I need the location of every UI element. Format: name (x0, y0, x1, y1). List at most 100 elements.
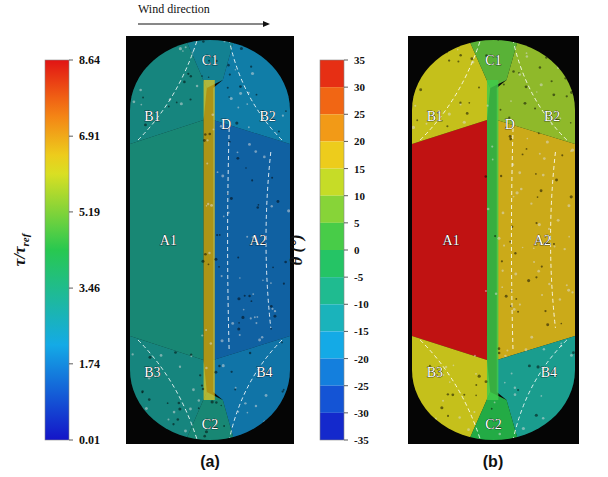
speckle (227, 87, 229, 89)
speckle (509, 138, 512, 141)
speckle (224, 40, 226, 42)
speckle (459, 54, 462, 57)
speckle (478, 375, 481, 378)
speckle (515, 191, 518, 194)
speckle (501, 260, 503, 262)
speckle (487, 105, 489, 107)
region-label: C1 (485, 53, 501, 68)
speckle (538, 223, 541, 226)
speckle (167, 402, 169, 404)
speckle (227, 64, 230, 67)
speckle (555, 178, 558, 181)
speckle (285, 110, 287, 112)
speckle (553, 243, 555, 245)
speckle (485, 175, 488, 178)
speckle (570, 91, 573, 94)
speckle (514, 393, 517, 396)
speckle (513, 196, 515, 198)
speckle (239, 85, 242, 88)
speckle (221, 339, 224, 342)
speckle (565, 70, 568, 73)
speckle (429, 423, 431, 425)
boundary-line (266, 152, 271, 328)
speckle (255, 322, 257, 324)
speckle (285, 432, 287, 434)
speckle (192, 388, 195, 391)
speckle (239, 334, 241, 336)
speckle (272, 266, 274, 268)
speckle (515, 298, 517, 300)
boundary-line (138, 40, 197, 140)
speckle (447, 415, 449, 417)
speckle (560, 342, 562, 344)
colorbar: 35302520151050-5-10-15-20-25-30-35θ (°) (287, 54, 369, 446)
region-label: B1 (144, 109, 160, 124)
colorbar-tick-label: 5.19 (79, 205, 100, 219)
speckle (256, 94, 258, 96)
colorbar-tick (69, 60, 73, 61)
surface-base (412, 40, 575, 440)
speckle (553, 56, 555, 58)
speckle (467, 428, 470, 431)
speckle (553, 432, 555, 434)
speckle (572, 408, 575, 411)
region (497, 120, 575, 360)
region (487, 80, 498, 400)
region-label: A2 (534, 233, 551, 248)
speckle (566, 284, 568, 286)
speckle (458, 438, 461, 440)
speckle (190, 353, 192, 355)
speckle (254, 316, 256, 318)
speckle (252, 293, 254, 295)
speckle (201, 334, 203, 336)
speckle (442, 46, 445, 49)
speckle (559, 298, 561, 300)
speckle (240, 47, 243, 50)
speckle (261, 432, 264, 435)
speckle (535, 222, 537, 224)
speckle (509, 135, 512, 138)
speckle (286, 41, 288, 43)
speckle (485, 380, 488, 383)
speckle (179, 47, 182, 50)
colorbar-tick-label: -25 (354, 380, 369, 392)
speckle (213, 129, 215, 131)
speckle (541, 294, 543, 296)
speckle (520, 188, 523, 191)
speckle (210, 342, 213, 345)
speckle (235, 69, 237, 71)
speckle (446, 51, 448, 53)
speckle (178, 407, 181, 410)
colorbar-band (320, 223, 344, 250)
speckle (546, 427, 549, 430)
speckle (235, 387, 237, 389)
speckle (237, 106, 239, 108)
speckle (216, 234, 218, 236)
speckle (204, 253, 207, 256)
boundary-line (511, 128, 513, 352)
speckle (140, 104, 142, 106)
speckle (284, 396, 286, 398)
annotation: Wind direction (138, 2, 210, 16)
speckle (208, 76, 210, 78)
speckle (448, 59, 450, 61)
speckle (263, 420, 265, 422)
speckle (178, 402, 181, 405)
speckle (522, 153, 524, 155)
speckle (572, 351, 575, 354)
boundary-line (513, 340, 567, 440)
speckle (261, 336, 263, 338)
colorbar-gradient (45, 60, 69, 440)
speckle (230, 197, 233, 200)
speckle (263, 156, 266, 159)
speckle (190, 75, 192, 77)
colorbar-tick-label: -20 (354, 353, 369, 365)
speckle (211, 113, 214, 116)
speckle (258, 204, 260, 206)
speckle (530, 202, 532, 204)
speckle (538, 438, 541, 440)
speckle (526, 55, 528, 57)
speckle (492, 159, 494, 161)
colorbar-title: τ/τref (10, 232, 31, 266)
speckle (416, 47, 418, 49)
